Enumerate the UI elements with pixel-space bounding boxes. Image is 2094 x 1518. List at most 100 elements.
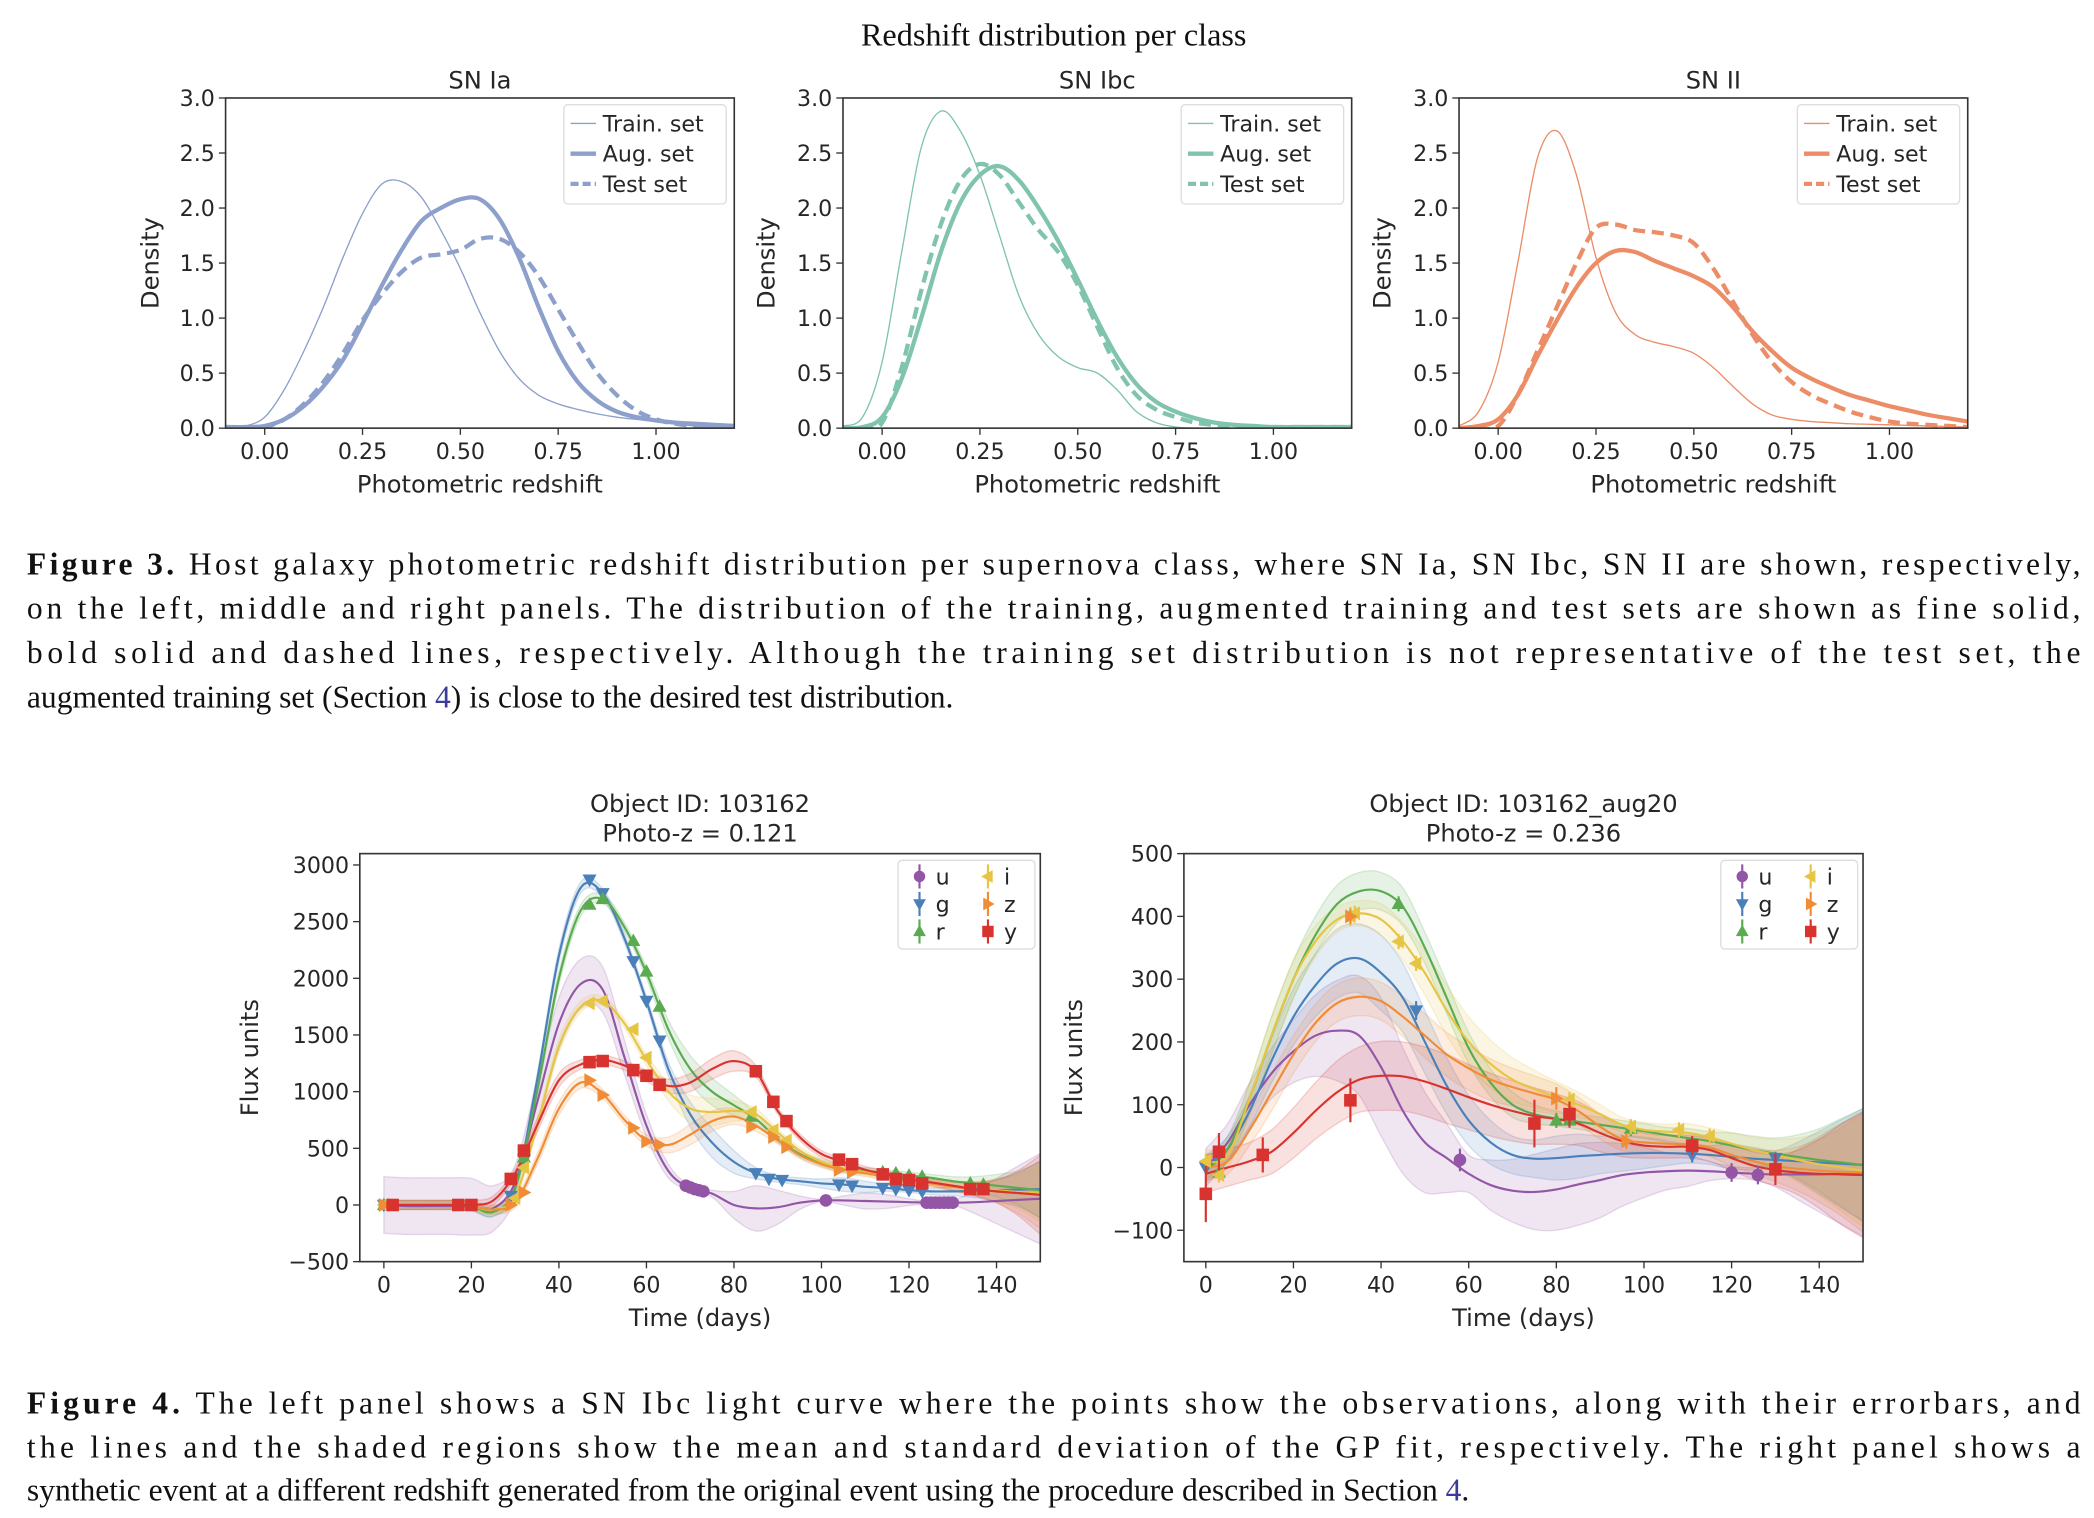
y-tick-label: 1.5 xyxy=(797,251,832,277)
legend-label: Train. set xyxy=(1219,112,1321,138)
x-tick-label: 0.50 xyxy=(436,439,485,465)
observations-i xyxy=(376,993,792,1212)
x-axis-label: Time (days) xyxy=(628,1304,772,1332)
marker-square xyxy=(1563,1107,1576,1121)
legend-label: y xyxy=(1827,920,1840,946)
y-tick-label: 1.0 xyxy=(797,306,832,332)
caption-text: ) is close to the desired test distribut… xyxy=(451,679,954,714)
y-axis-label: Flux units xyxy=(1060,999,1088,1116)
marker-triangle-down xyxy=(652,1035,667,1049)
marker-square xyxy=(982,925,994,938)
plot-area xyxy=(225,179,735,429)
gp-mean-line-g xyxy=(1205,956,1864,1169)
marker-triangle-right xyxy=(1621,1134,1634,1149)
marker-square xyxy=(749,1064,763,1078)
x-tick-label: 0.00 xyxy=(1474,439,1523,465)
y-axis-label: Flux units xyxy=(236,999,264,1116)
plot-area xyxy=(376,874,1041,1245)
legend: Train. set Aug. set Test set xyxy=(563,104,727,205)
y-tick-label: 2.0 xyxy=(180,196,215,222)
y-tick-label: 0.0 xyxy=(180,416,215,442)
section-link[interactable]: 4 xyxy=(1446,1473,1462,1508)
marker-triangle-down xyxy=(626,956,641,969)
marker-square xyxy=(876,1168,890,1181)
marker-triangle-down xyxy=(845,1180,860,1194)
x-tick-label: 60 xyxy=(632,1273,660,1299)
y-tick-label: 2.5 xyxy=(180,141,215,167)
x-tick-label: 120 xyxy=(1710,1273,1752,1299)
x-tick-label: 140 xyxy=(1798,1273,1840,1299)
y-tick-label: −100 xyxy=(1112,1218,1173,1244)
marker-triangle-left xyxy=(595,993,608,1008)
gp-mean-line-r xyxy=(383,896,1041,1214)
x-tick-label: 1.00 xyxy=(1865,439,1914,465)
marker-triangle-right xyxy=(597,1088,611,1103)
y-tick-label: 3.0 xyxy=(1413,86,1448,112)
marker-triangle-left xyxy=(1562,1092,1575,1107)
axes-frame xyxy=(1183,852,1864,1263)
observations-z xyxy=(1345,908,1634,1149)
section-link[interactable]: 4 xyxy=(435,679,451,714)
caption-line: bold solid and dashed lines, respectivel… xyxy=(27,635,2081,670)
marker-square xyxy=(1528,1117,1541,1130)
marker-square xyxy=(1256,1148,1270,1162)
marker-square xyxy=(902,1173,916,1187)
legend-label: r xyxy=(1758,920,1768,946)
legend-label: i xyxy=(1827,864,1833,890)
marker-triangle-up xyxy=(582,897,597,910)
chart-title: Object ID: 103162 xyxy=(590,790,810,818)
marker-triangle-left xyxy=(981,870,993,883)
observations-u xyxy=(1453,1148,1765,1185)
chart-title: SN Ibc xyxy=(1059,67,1136,95)
legend-label: Aug. set xyxy=(1220,142,1311,168)
chart-subtitle: Photo-z = 0.121 xyxy=(602,820,797,848)
legend-label: Aug. set xyxy=(603,142,694,168)
marker-triangle-right xyxy=(641,1134,654,1149)
marker-triangle-up xyxy=(626,933,641,947)
y-tick-label: 2.0 xyxy=(1413,196,1448,222)
caption-line: synthetic event at a different redshift … xyxy=(27,1473,1469,1508)
y-tick-label: 0.0 xyxy=(1413,416,1448,442)
axes-frame xyxy=(359,852,1042,1263)
marker-triangle-right xyxy=(654,1137,667,1152)
marker-circle xyxy=(1725,1166,1738,1179)
density-panel-2: SN II 0.00 0.25 0.50 0.75 1.00 0.0 0.5 1.0 1.5 2.0… xyxy=(1369,67,1969,499)
plot-area xyxy=(1198,870,1864,1239)
marker-triangle-up xyxy=(1549,1113,1564,1126)
marker-triangle-left xyxy=(1391,934,1404,949)
x-tick-label: 40 xyxy=(1367,1273,1395,1299)
marker-triangle-left xyxy=(516,1160,530,1175)
caption-line: Figure 4. The left panel shows a SN Ibc … xyxy=(27,1385,2081,1420)
legend-label: Train. set xyxy=(602,112,704,138)
marker-triangle-left xyxy=(1211,1168,1225,1183)
y-axis-label: Density xyxy=(1369,217,1397,309)
marker-triangle-left xyxy=(1803,870,1816,883)
legend: Train. set Aug. set Test set xyxy=(1796,104,1961,205)
y-tick-label: 400 xyxy=(1131,904,1173,930)
marker-triangle-left xyxy=(765,1123,779,1138)
x-axis-label: Photometric redshift xyxy=(357,471,603,499)
marker-square xyxy=(640,1069,653,1083)
marker-triangle-left xyxy=(639,1050,652,1065)
marker-triangle-left xyxy=(1623,1119,1636,1134)
marker-triangle-left xyxy=(582,996,595,1011)
gp-mean-line-y xyxy=(383,1058,1041,1207)
marker-circle xyxy=(819,1194,833,1207)
marker-triangle-down xyxy=(761,1173,776,1187)
x-axis-label: Photometric redshift xyxy=(974,471,1220,499)
x-axis-label: Time (days) xyxy=(1451,1304,1595,1332)
marker-triangle-up xyxy=(595,891,610,905)
caption-line: augmented training set (Section 4) is cl… xyxy=(27,679,953,714)
marker-square xyxy=(1804,925,1817,938)
axes-frame xyxy=(224,97,736,429)
legend-label: z xyxy=(1004,892,1016,918)
x-tick-label: 0.75 xyxy=(534,439,583,465)
chart-subtitle: Photo-z = 0.236 xyxy=(1426,820,1621,848)
legend-box xyxy=(1796,104,1961,205)
marker-triangle-left xyxy=(507,1191,521,1206)
marker-circle xyxy=(1736,870,1748,883)
chart-title: SN II xyxy=(1686,67,1741,95)
legend-label: z xyxy=(1827,892,1839,918)
marker-triangle-left xyxy=(1198,1154,1211,1169)
marker-square xyxy=(767,1095,780,1109)
